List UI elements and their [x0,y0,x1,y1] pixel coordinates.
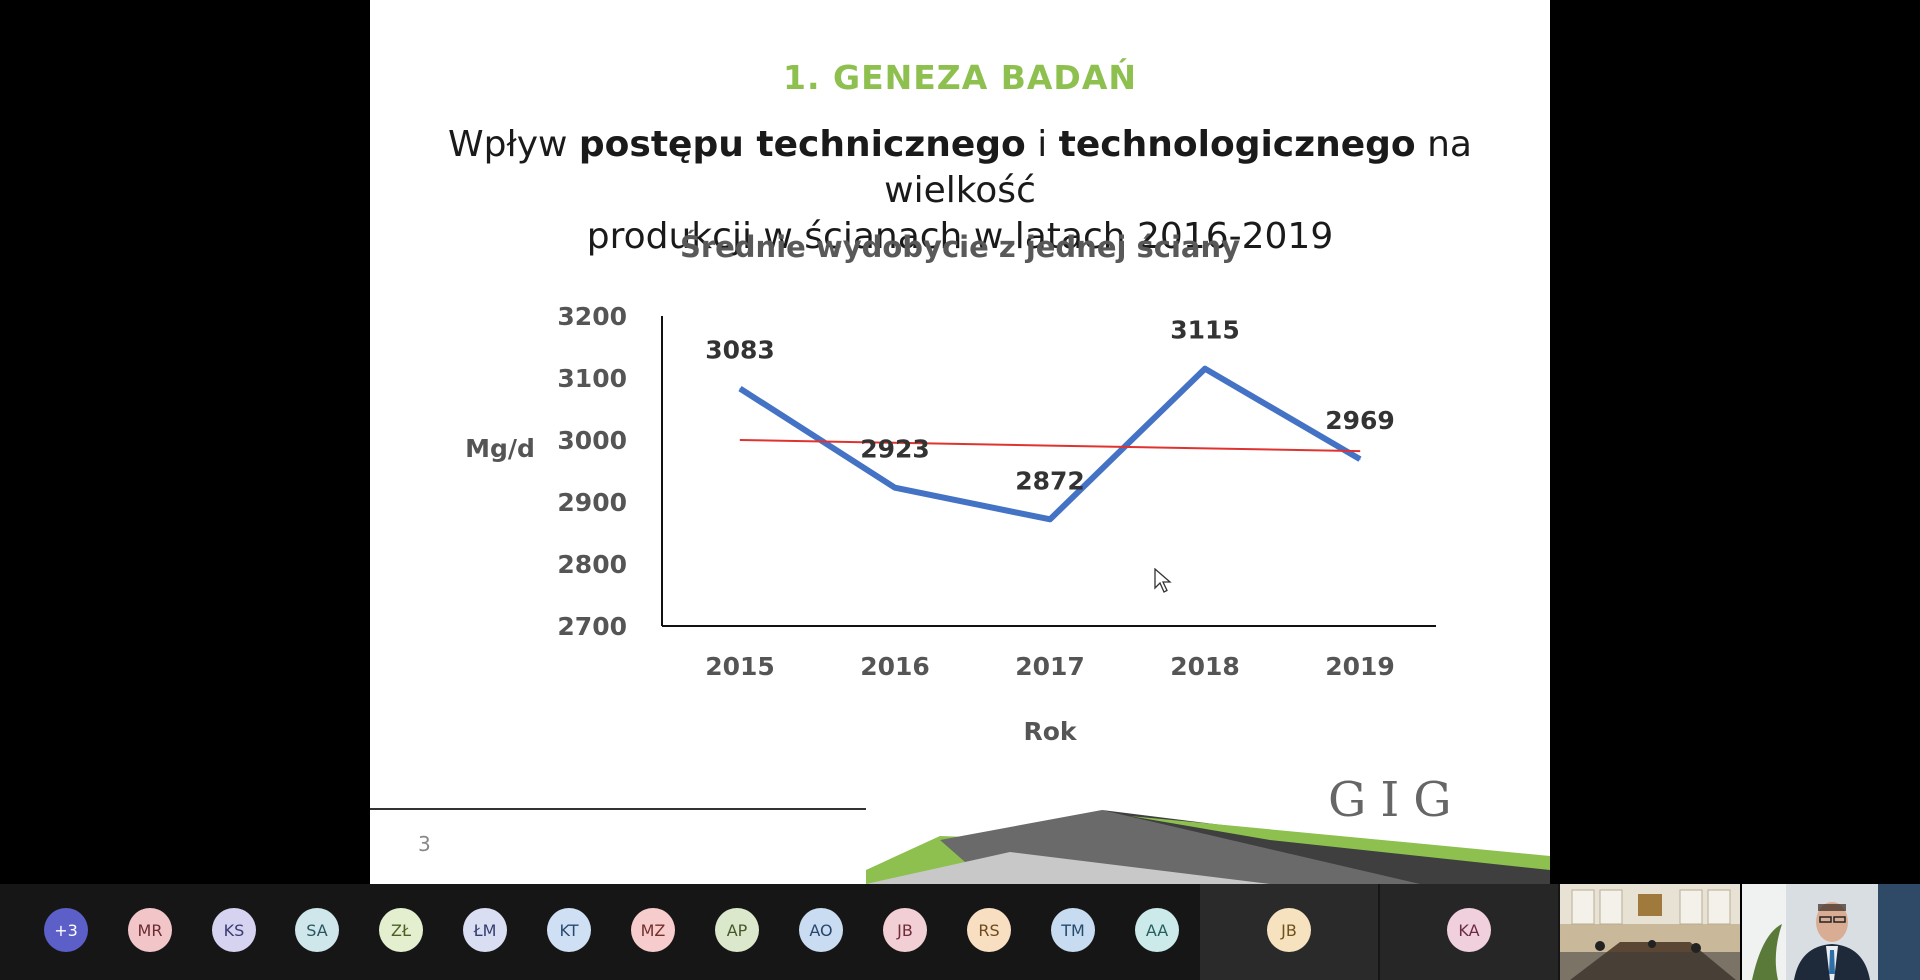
participant-avatar[interactable]: KT [547,908,591,952]
mouse-cursor-icon [1154,568,1172,593]
y-tick-label: 2800 [557,550,627,579]
gig-logo: GIG [1328,772,1466,828]
data-point [1049,445,1051,447]
participant-avatar[interactable]: RS [967,908,1011,952]
participant-avatar[interactable]: MR [128,908,172,952]
y-axis-label: Mg/d [465,434,535,463]
speaker-video [1742,884,1920,980]
x-axis-label: Rok [1023,717,1077,746]
video-tile-conference-room[interactable] [1560,884,1740,980]
data-label: 2872 [1015,466,1085,495]
participant-avatar[interactable]: KS [212,908,256,952]
data-point [1049,518,1051,520]
data-label: 2969 [1325,406,1395,435]
participant-avatar[interactable]: KA [1447,908,1491,952]
participant-avatar[interactable]: MZ [631,908,675,952]
data-point [739,388,741,390]
x-tick-label: 2018 [1170,652,1240,681]
participant-avatar[interactable]: JB [1267,908,1311,952]
data-label: 3083 [705,336,775,365]
data-point [1204,447,1206,449]
x-tick-label: 2019 [1325,652,1395,681]
data-point [1359,450,1361,452]
participant-avatar[interactable]: SA [295,908,339,952]
y-tick-label: 2900 [557,488,627,517]
shared-slide: 1. GENEZA BADAŃ Wpływ postępu techniczne… [370,0,1550,884]
participant-avatar[interactable]: ZŁ [379,908,423,952]
data-label: 3115 [1170,316,1240,345]
slide-number: 3 [418,832,431,856]
y-tick-label: 3000 [557,426,627,455]
y-tick-label: 3100 [557,364,627,393]
data-point [894,442,896,444]
data-point [739,439,741,441]
heading-part: Wpływ [448,124,579,165]
section-title: 1. GENEZA BADAŃ [783,58,1137,97]
video-tile-speaker[interactable] [1742,884,1920,980]
heading-line2: produkcji w ścianach w latach 2016-2019 [586,216,1334,257]
participant-avatar[interactable]: JB [883,908,927,952]
footer-decoration [866,810,1550,884]
conference-room-video [1560,884,1740,980]
participant-avatar[interactable]: ŁM [463,908,507,952]
data-label: 2923 [860,435,930,464]
participant-avatar[interactable]: AA [1135,908,1179,952]
chart-title: Średnie wydobycie z jednej ściany [680,230,1240,264]
participant-avatar[interactable]: AO [799,908,843,952]
x-tick-label: 2017 [1015,652,1085,681]
heading-part: i [1025,124,1059,165]
heading-bold-part: technologicznego [1058,124,1416,165]
y-tick-label: 3200 [557,302,627,331]
heading-part: na wielkość [884,124,1472,211]
x-tick-label: 2015 [705,652,775,681]
y-tick-label: 2700 [557,612,627,641]
heading-bold-part: postępu technicznego [578,124,1026,165]
participant-avatar[interactable]: +3 [44,908,88,952]
data-point [1204,368,1206,370]
data-point [894,487,896,489]
footer-rule [370,808,866,810]
line-chart: Średnie wydobycie z jednej ściany 2700 280… [465,230,1436,746]
slide-heading: Wpływ postępu technicznego i technologic… [390,122,1530,260]
participant-avatar[interactable]: TM [1051,908,1095,952]
data-point [1359,458,1361,460]
x-tick-label: 2016 [860,652,930,681]
participant-avatar[interactable]: AP [715,908,759,952]
